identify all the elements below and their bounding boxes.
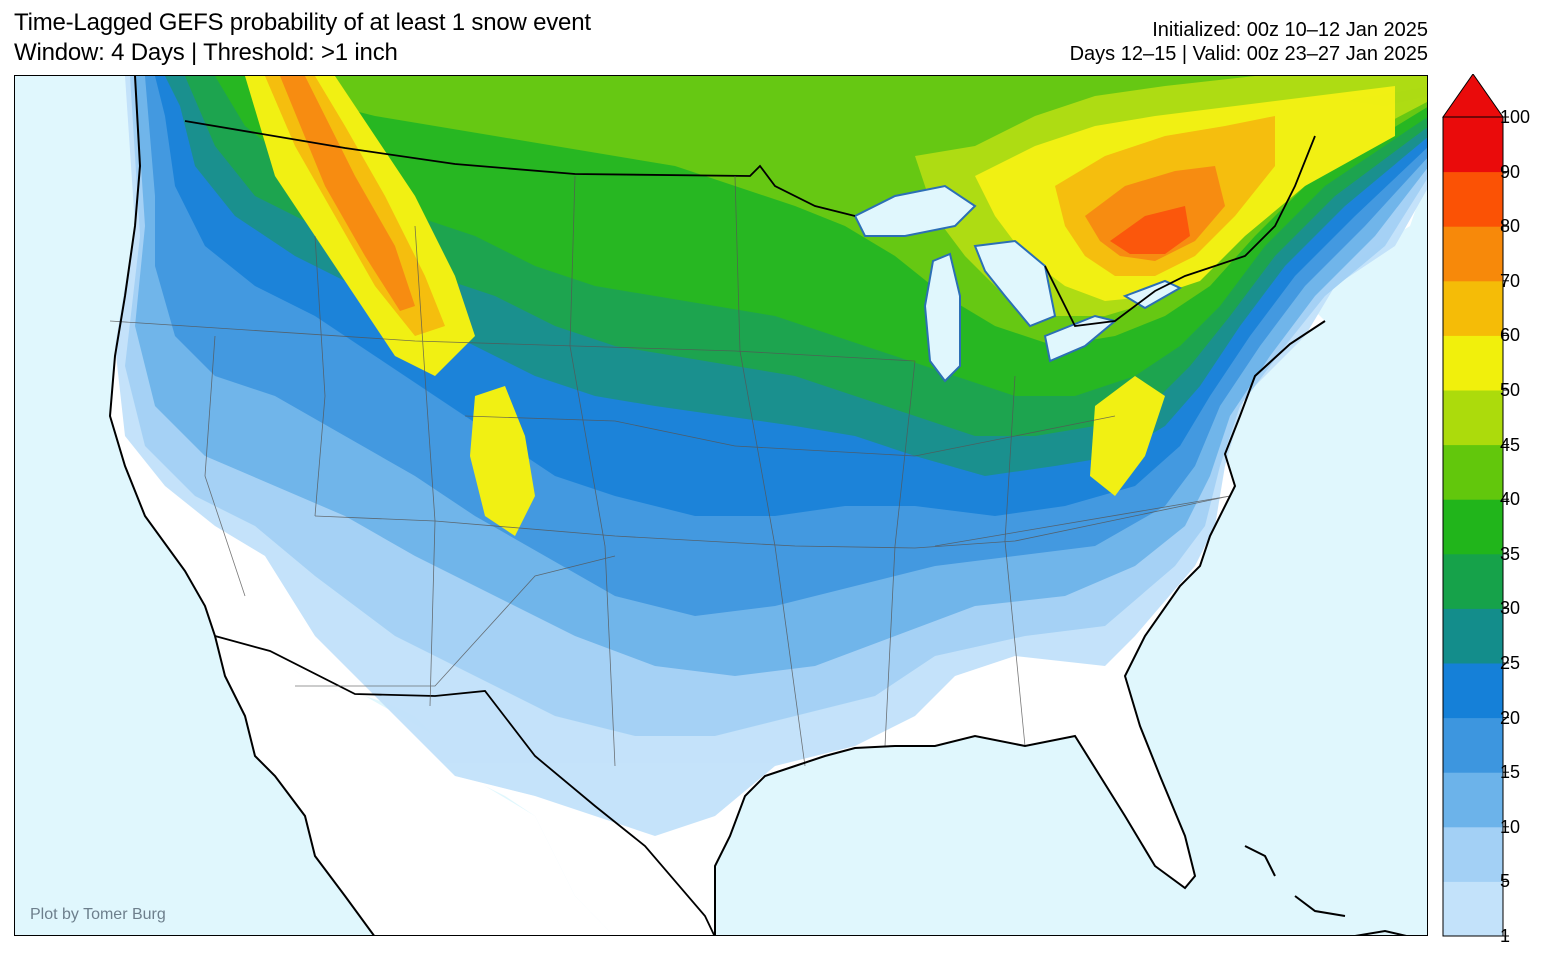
lake-huron bbox=[973, 239, 1057, 328]
map-title: Time-Lagged GEFS probability of at least… bbox=[14, 9, 591, 36]
colorbar-swatch bbox=[1443, 444, 1503, 500]
coastline bbox=[108, 76, 375, 935]
colorbar-label: 70 bbox=[1500, 270, 1521, 291]
colorbar-swatch bbox=[1443, 280, 1503, 336]
colorbar-swatch bbox=[1443, 390, 1503, 446]
colorbar-label: 100 bbox=[1500, 107, 1531, 127]
colorbar-label: 10 bbox=[1500, 816, 1521, 837]
colorbar-frame bbox=[1442, 116, 1504, 937]
colorbar-swatch bbox=[1443, 226, 1503, 282]
probability-shading bbox=[115, 76, 1427, 836]
colorbar-swatches bbox=[1442, 74, 1509, 937]
colorbar-swatch bbox=[1443, 826, 1503, 882]
colorbar-swatch bbox=[1443, 117, 1503, 173]
caribbean-islands bbox=[1244, 845, 1407, 935]
colorbar-label: 35 bbox=[1500, 543, 1521, 564]
colorbar-label: 25 bbox=[1500, 653, 1521, 673]
title-block: Time-Lagged GEFS probability of at least… bbox=[14, 8, 591, 68]
canada-border bbox=[184, 120, 856, 217]
colorbar-label: 30 bbox=[1500, 598, 1521, 619]
state-lines bbox=[109, 175, 1231, 767]
run-info: Initialized: 00z 10–12 Jan 2025 Days 12–… bbox=[1070, 18, 1428, 66]
colorbar-label: 45 bbox=[1500, 434, 1521, 455]
canada-border-east bbox=[1044, 135, 1316, 327]
colorbar-swatch bbox=[1443, 171, 1503, 227]
land-mexico bbox=[215, 636, 614, 935]
colorbar-swatch bbox=[1443, 717, 1503, 773]
mexico-border bbox=[214, 635, 716, 935]
colorbar-label: 20 bbox=[1500, 707, 1521, 728]
colorbar-label: 5 bbox=[1500, 871, 1511, 892]
colorbar-swatch bbox=[1443, 772, 1503, 828]
colorbar-label: 15 bbox=[1500, 762, 1521, 783]
colorbar-label: 50 bbox=[1500, 380, 1521, 400]
valid-label: Days 12–15 | Valid: 00z 23–27 Jan 2025 bbox=[1069, 43, 1428, 65]
colorbar-swatch bbox=[1443, 335, 1503, 391]
colorbar-label: 60 bbox=[1500, 325, 1521, 346]
snow-probability-map bbox=[15, 76, 1427, 935]
initialized-label: Initialized: 00z 10–12 Jan 2025 bbox=[1152, 19, 1428, 41]
colorbar-label: 1 bbox=[1500, 926, 1511, 946]
colorbar-swatch bbox=[1443, 608, 1503, 664]
lake-superior bbox=[853, 184, 977, 237]
great-lakes bbox=[853, 184, 1183, 383]
colorbar-label: 90 bbox=[1500, 161, 1521, 182]
colorbar bbox=[1442, 74, 1509, 937]
colorbar-swatch bbox=[1443, 499, 1503, 555]
colorbar-label: 80 bbox=[1500, 216, 1521, 237]
credit-label: Plot by Tomer Burg bbox=[30, 906, 166, 923]
colorbar-swatch bbox=[1443, 663, 1503, 719]
colorbar-extension bbox=[1442, 74, 1504, 118]
colorbar-label: 40 bbox=[1500, 489, 1521, 510]
colorbar-swatch bbox=[1443, 553, 1503, 609]
map-panel bbox=[14, 75, 1428, 936]
gulf-coast bbox=[714, 320, 1326, 935]
colorbar-swatch bbox=[1443, 881, 1503, 937]
lake-erie bbox=[1043, 314, 1118, 363]
borders bbox=[184, 120, 1316, 935]
map-subtitle: Window: 4 Days | Threshold: >1 inch bbox=[14, 39, 398, 66]
lake-michigan bbox=[923, 252, 961, 383]
